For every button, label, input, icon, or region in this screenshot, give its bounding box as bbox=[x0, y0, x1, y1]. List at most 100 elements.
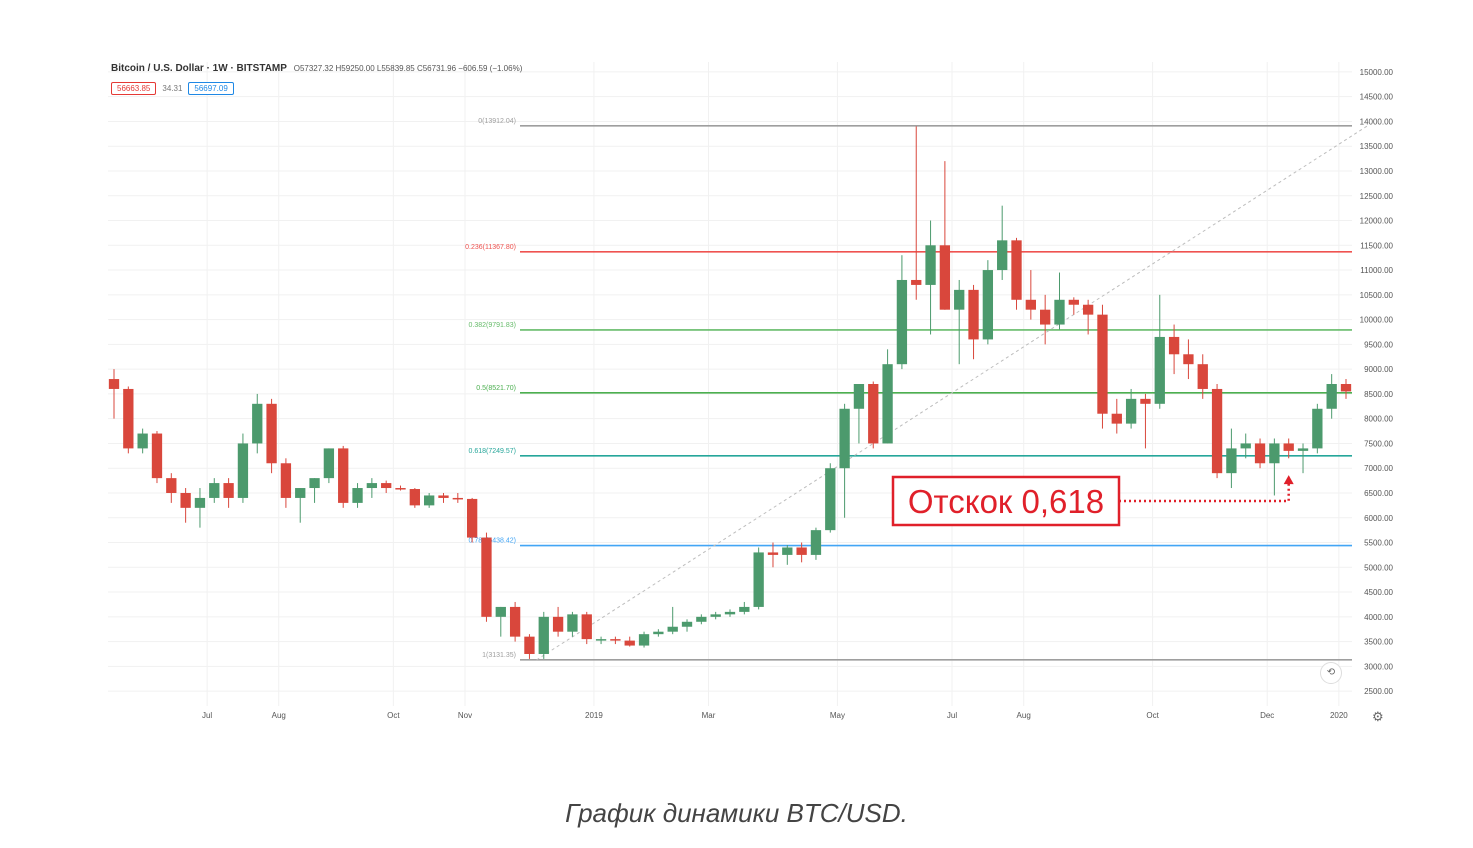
candle-body bbox=[767, 552, 779, 555]
candle bbox=[1211, 384, 1223, 479]
candle bbox=[982, 260, 994, 345]
candle bbox=[595, 636, 607, 645]
time-tick-label: May bbox=[830, 711, 845, 720]
time-tick-label: 2020 bbox=[1330, 711, 1348, 720]
candle bbox=[1183, 339, 1194, 380]
fib-level-label: 0.618(7249.57) bbox=[469, 448, 516, 455]
candle bbox=[252, 393, 263, 454]
candle bbox=[810, 527, 822, 560]
candle-body bbox=[166, 478, 177, 493]
candle-body bbox=[194, 497, 206, 508]
candle-body bbox=[782, 547, 793, 555]
candle-body bbox=[409, 489, 420, 506]
price-tick-label: 15000.00 bbox=[1360, 68, 1394, 77]
candle-body bbox=[108, 379, 120, 389]
candle-body bbox=[381, 483, 392, 489]
candle-body bbox=[1269, 443, 1280, 464]
sell-price-button[interactable]: 56663.85 bbox=[111, 82, 157, 95]
candle bbox=[438, 492, 449, 503]
candle-body bbox=[753, 552, 764, 607]
price-tick-label: 7500.00 bbox=[1364, 439, 1393, 448]
candlestick-series bbox=[108, 126, 1352, 659]
time-tick-label: Aug bbox=[272, 711, 286, 720]
price-tick-label: 12000.00 bbox=[1360, 217, 1394, 226]
candle-body bbox=[810, 530, 822, 555]
candle-body bbox=[1197, 364, 1208, 389]
candle-body bbox=[151, 433, 163, 479]
candle bbox=[509, 601, 521, 642]
candle-body bbox=[223, 483, 234, 498]
buy-price-button[interactable]: 56697.09 bbox=[188, 82, 234, 95]
fibonacci-levels: 0(13912.04) 0.236(11367.80) 0.382(9791.83)… bbox=[465, 118, 1352, 661]
candle-body bbox=[1326, 384, 1337, 409]
time-tick-label: Mar bbox=[702, 711, 716, 720]
candle bbox=[581, 611, 592, 645]
candle bbox=[209, 478, 220, 503]
fib-level-label: 0.236(11367.80) bbox=[465, 244, 516, 251]
candle bbox=[466, 497, 478, 543]
candle bbox=[796, 542, 807, 563]
candle-body bbox=[1140, 398, 1151, 404]
candle-body bbox=[180, 492, 191, 508]
candle-body bbox=[681, 621, 693, 627]
candle bbox=[696, 614, 707, 625]
candle-body bbox=[237, 443, 249, 498]
price-tick-label: 12500.00 bbox=[1360, 192, 1394, 201]
time-tick-label: 2019 bbox=[585, 711, 603, 720]
gear-icon[interactable]: ⚙ bbox=[1372, 709, 1384, 724]
candle-body bbox=[610, 639, 621, 641]
candle bbox=[1154, 294, 1165, 409]
candle-body bbox=[1254, 443, 1266, 464]
candle bbox=[1226, 428, 1237, 489]
price-tick-label: 7000.00 bbox=[1364, 464, 1393, 473]
price-tick-label: 5500.00 bbox=[1364, 539, 1393, 548]
candle-body bbox=[696, 616, 707, 622]
candle-body bbox=[366, 483, 378, 489]
candle-body bbox=[452, 497, 463, 500]
candle-body bbox=[1082, 304, 1094, 315]
candle-body bbox=[495, 606, 506, 617]
candle-body bbox=[968, 289, 979, 340]
auto-scale-icon[interactable]: ⟲ bbox=[1320, 662, 1342, 684]
candle bbox=[1140, 393, 1151, 449]
candle bbox=[710, 611, 721, 620]
candle bbox=[882, 349, 893, 444]
candle-body bbox=[710, 614, 721, 617]
price-tick-label: 2500.00 bbox=[1364, 687, 1393, 696]
candle bbox=[151, 431, 163, 484]
price-tick-label: 11500.00 bbox=[1360, 241, 1393, 250]
candle bbox=[180, 488, 191, 523]
candle bbox=[1011, 237, 1022, 310]
time-tick-label: Oct bbox=[1146, 711, 1159, 720]
fib-level-label: 0(13912.04) bbox=[478, 118, 516, 125]
candle-body bbox=[309, 478, 320, 489]
candle bbox=[939, 161, 951, 310]
candle-body bbox=[1226, 448, 1237, 474]
candle bbox=[667, 606, 678, 635]
candle bbox=[352, 483, 363, 508]
candle-body bbox=[209, 483, 220, 498]
candle bbox=[839, 403, 850, 518]
candle bbox=[896, 255, 908, 370]
price-tick-label: 5000.00 bbox=[1364, 563, 1393, 572]
btc-usd-chart[interactable]: 0(13912.04) 0.236(11367.80) 0.382(9791.83)… bbox=[0, 0, 1473, 760]
candle bbox=[1269, 438, 1280, 496]
candle bbox=[653, 629, 664, 637]
candle-body bbox=[724, 611, 736, 615]
candle-body bbox=[1068, 299, 1079, 305]
candle-body bbox=[954, 289, 965, 310]
candle bbox=[782, 545, 793, 565]
time-tick-label: Jul bbox=[947, 711, 957, 720]
candle-body bbox=[825, 468, 836, 531]
price-tick-label: 8000.00 bbox=[1364, 415, 1393, 424]
bounce-annotation: Отскок 0,618 bbox=[891, 475, 1294, 527]
candle bbox=[295, 488, 306, 523]
candle bbox=[1054, 272, 1065, 330]
candle bbox=[1125, 388, 1137, 429]
annotation-text: Отскок 0,618 bbox=[908, 483, 1104, 520]
fibonacci-trend-line bbox=[536, 125, 1368, 661]
candle-body bbox=[739, 606, 750, 612]
fib-level-label: 0.786(5438.42) bbox=[469, 538, 516, 545]
candle bbox=[381, 480, 392, 493]
candle bbox=[1097, 304, 1108, 429]
